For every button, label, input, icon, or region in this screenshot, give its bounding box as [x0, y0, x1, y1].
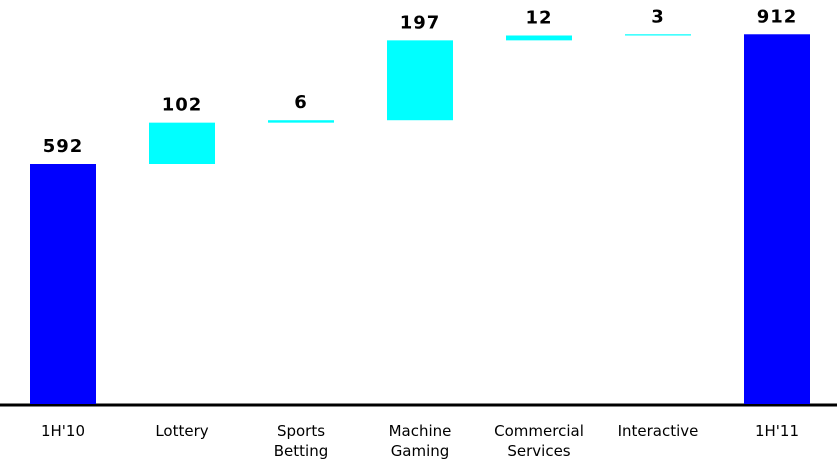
category-label-line: Sports: [277, 422, 325, 440]
category-label: Commercial Services: [494, 422, 584, 460]
category-label-line: 1H'11: [755, 422, 799, 440]
bar: [744, 34, 810, 404]
value-label: 3: [651, 6, 665, 27]
bar: [149, 122, 215, 165]
category-label: 1H'10: [41, 422, 85, 440]
value-label: 592: [43, 136, 84, 157]
category-label: Sports Betting: [274, 422, 328, 460]
category-label-line: Betting: [274, 442, 328, 460]
category-label-line: Interactive: [618, 422, 699, 440]
category-label: Lottery: [155, 422, 208, 440]
value-label: 102: [162, 95, 203, 116]
bar: [387, 40, 453, 121]
value-label: 6: [294, 92, 308, 113]
category-label: Machine Gaming: [389, 422, 452, 460]
bar: [268, 120, 334, 123]
category-label-line: 1H'10: [41, 422, 85, 440]
category-label-line: Gaming: [391, 442, 450, 460]
category-label-line: Services: [507, 442, 570, 460]
category-label-line: Lottery: [155, 422, 208, 440]
category-label-line: Commercial: [494, 422, 584, 440]
value-label: 12: [525, 7, 552, 28]
bar: [625, 34, 691, 36]
bar: [30, 164, 96, 404]
category-label-line: Machine: [389, 422, 452, 440]
value-label: 912: [757, 6, 798, 27]
value-label: 197: [400, 12, 441, 33]
category-label: Interactive: [618, 422, 699, 440]
category-label: 1H'11: [755, 422, 799, 440]
bar: [506, 35, 572, 41]
